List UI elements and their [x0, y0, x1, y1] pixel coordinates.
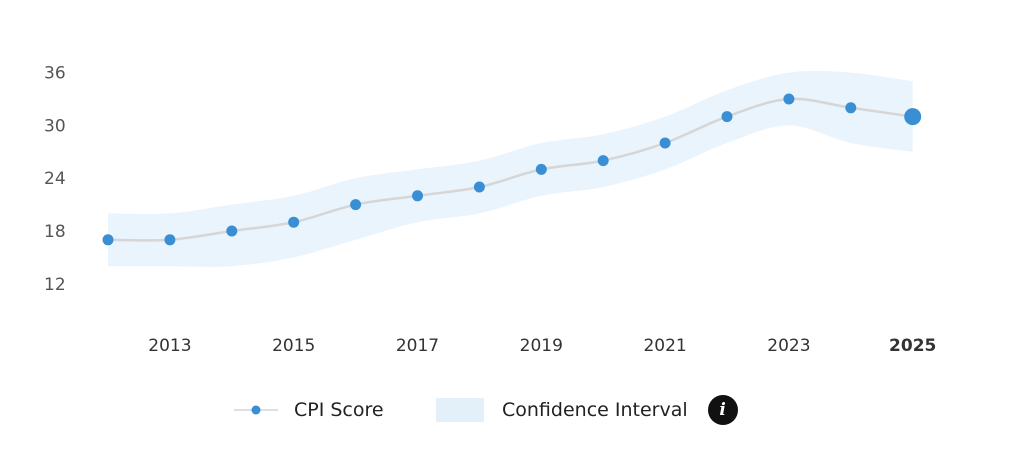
y-tick-label: 36 [44, 64, 66, 84]
data-point-2014[interactable] [226, 225, 238, 237]
x-tick-label: 2015 [272, 336, 315, 356]
legend-item-cpi-score[interactable]: CPI Score [234, 393, 384, 427]
data-point-2019[interactable] [535, 163, 547, 175]
chart-legend: CPI Score Confidence Interval i [0, 393, 1024, 427]
data-point-2015[interactable] [288, 216, 300, 228]
data-point-2017[interactable] [412, 190, 423, 202]
y-tick-label: 30 [44, 116, 66, 136]
cpi-score-line [107, 97, 913, 242]
y-tick-label: 24 [44, 169, 66, 189]
data-point-2024[interactable] [845, 102, 857, 114]
y-tick-label: 18 [44, 222, 66, 242]
info-icon[interactable]: i [707, 395, 738, 425]
data-point-2013[interactable] [164, 234, 176, 246]
data-point-2020[interactable] [597, 155, 609, 167]
legend-label-confidence-interval: Confidence Interval [502, 399, 688, 421]
data-point-2012[interactable] [102, 234, 114, 246]
x-tick-label: 2017 [396, 336, 439, 356]
x-tick-label: 2023 [767, 336, 810, 356]
y-tick-label: 12 [44, 275, 66, 295]
data-point-2021[interactable] [659, 137, 671, 149]
x-tick-label: 2013 [148, 336, 191, 356]
x-tick-label: 2025 [889, 336, 936, 356]
legend-item-confidence-interval[interactable]: Confidence Interval i [436, 393, 738, 427]
data-point-2023[interactable] [783, 93, 795, 105]
data-point-2025[interactable] [904, 108, 922, 126]
cpi-score-legend-icon [234, 405, 278, 415]
confidence-interval-swatch [436, 398, 484, 422]
data-point-2018[interactable] [473, 181, 485, 193]
legend-label-cpi-score: CPI Score [294, 399, 384, 421]
data-point-2022[interactable] [721, 111, 733, 123]
data-point-2016[interactable] [350, 199, 362, 211]
x-tick-label: 2019 [520, 336, 563, 356]
x-tick-label: 2021 [643, 336, 686, 356]
